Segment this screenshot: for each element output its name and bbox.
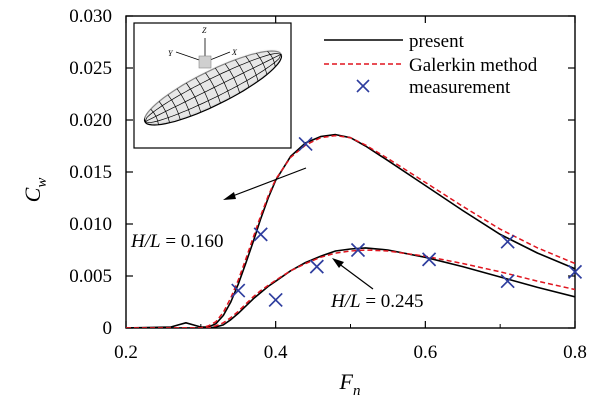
y-axis-label: Cw xyxy=(20,178,50,203)
x-tick-label: 0.8 xyxy=(563,342,587,363)
annotation-hl-0245: H/L = 0.245 xyxy=(330,258,424,312)
measurement-point xyxy=(350,242,366,258)
legend-label-measurement: measurement xyxy=(409,77,511,98)
measurement-point xyxy=(253,227,268,242)
measurement-point xyxy=(567,264,583,279)
present-curve-0160 xyxy=(126,133,575,328)
x-tick-label: 0.2 xyxy=(114,342,138,363)
inset-hull-figure: Y Z X xyxy=(133,22,292,149)
y-tick-label: 0.030 xyxy=(69,6,112,27)
measurement-point xyxy=(309,259,324,274)
inset-axis-x: X xyxy=(231,48,238,57)
hull-waterline xyxy=(144,53,282,123)
x-axis-label: Fn xyxy=(339,369,361,399)
inset-axis-y: Y xyxy=(168,49,174,58)
measurement-markers xyxy=(231,136,583,308)
annotation-label-0160: H/L = 0.160 xyxy=(130,231,224,252)
measurement-point xyxy=(421,252,437,267)
hull-highlight xyxy=(144,49,282,123)
x-tick-label: 0.4 xyxy=(264,342,288,363)
y-tick-label: 0.005 xyxy=(69,266,112,287)
y-tick-label: 0 xyxy=(103,318,113,339)
annotation-arrowhead-0245 xyxy=(332,258,344,268)
x-tick-label: 0.6 xyxy=(413,342,437,363)
hull-waterline xyxy=(144,52,282,122)
annotation-arrow-0160 xyxy=(229,167,307,198)
annotation-label-0245: H/L = 0.245 xyxy=(330,291,424,312)
y-tick-label: 0.020 xyxy=(69,110,112,131)
measurement-point xyxy=(231,283,246,298)
measurement-point xyxy=(268,292,283,308)
legend-label-present: present xyxy=(409,31,465,52)
legend: present Galerkin method measurement xyxy=(324,31,538,98)
inset-origin-cube xyxy=(198,55,212,69)
legend-marker-measurement xyxy=(356,79,370,93)
annotation-arrowhead-0160 xyxy=(223,192,236,200)
annotation-hl-0160: H/L = 0.160 xyxy=(130,167,307,252)
galerkin-curve-0245 xyxy=(126,249,575,328)
measurement-point xyxy=(500,234,515,249)
y-tick-label: 0.015 xyxy=(69,162,112,183)
legend-label-galerkin: Galerkin method xyxy=(409,55,538,76)
y-tick-label: 0.025 xyxy=(69,58,112,79)
inset-axis-z: Z xyxy=(202,26,207,35)
annotation-arrow-0245 xyxy=(337,262,374,290)
measurement-point xyxy=(500,274,515,289)
hull-waterline xyxy=(144,54,282,124)
present-curve-0245 xyxy=(126,247,575,328)
measurement-point xyxy=(298,136,313,152)
galerkin-curve-0160 xyxy=(126,134,575,328)
hull-mesh xyxy=(143,38,283,126)
y-tick-label: 0.010 xyxy=(69,214,112,235)
